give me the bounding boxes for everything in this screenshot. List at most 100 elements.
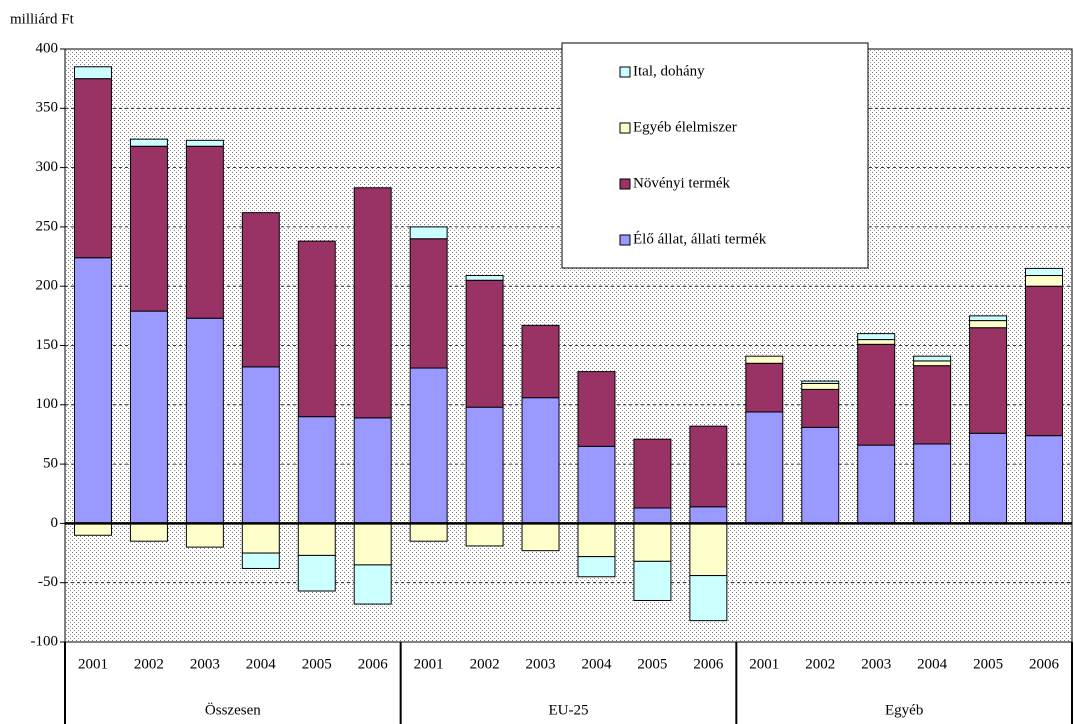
x-tick-label: 2005 [973, 656, 1003, 672]
bar-segment [913, 360, 952, 367]
bar-segment [577, 522, 616, 558]
bar-segment [521, 522, 560, 552]
bar-segment [633, 438, 672, 509]
bar-segment [521, 397, 560, 524]
bar-segment [745, 355, 784, 364]
legend-label: Ital, dohány [633, 63, 705, 79]
y-tick-label: 350 [36, 100, 59, 116]
x-tick-label: 2006 [358, 656, 389, 672]
legend-label: Növényi termék [633, 175, 731, 191]
bar-segment [857, 343, 896, 446]
bar-segment [129, 145, 168, 312]
x-tick-label: 2006 [693, 656, 724, 672]
legend-label: Élő állat, állati termék [633, 230, 767, 247]
bar-segment [185, 139, 224, 147]
bar-segment [969, 315, 1008, 322]
x-tick-label: 2001 [749, 656, 779, 672]
bar-segment [185, 522, 224, 548]
bar-segment [857, 333, 896, 341]
bar-segment [633, 560, 672, 601]
bar-segment [633, 507, 672, 524]
y-tick-label: 150 [36, 337, 59, 353]
x-tick-label: 2004 [917, 656, 948, 672]
x-tick-label: 2002 [805, 656, 835, 672]
bar-segment [353, 522, 392, 566]
bar-segment [73, 66, 112, 80]
bar-segment [465, 406, 504, 524]
x-tick-label: 2003 [190, 656, 220, 672]
bar-segment [913, 443, 952, 524]
group-label: Egyéb [885, 702, 923, 718]
y-tick-label: 0 [51, 515, 59, 531]
bar-segment [409, 367, 448, 524]
bar-segment [465, 522, 504, 547]
bar-segment [689, 575, 728, 622]
y-tick-label: 200 [36, 278, 59, 294]
bar-segment [353, 187, 392, 419]
bar-segment [689, 425, 728, 508]
legend-swatch [619, 178, 631, 190]
bar-segment [409, 238, 448, 369]
bar-segment [745, 362, 784, 413]
x-tick-label: 2001 [414, 656, 444, 672]
legend-swatch [619, 234, 631, 246]
bar-segment [689, 506, 728, 524]
bar-segment [185, 145, 224, 319]
bar-segment [129, 138, 168, 147]
bar-segment [409, 226, 448, 240]
bar-segment [801, 426, 840, 524]
bar-segment [353, 417, 392, 524]
y-tick-label: -50 [38, 574, 58, 590]
bar-segment [73, 257, 112, 524]
bar-segment [1025, 435, 1064, 524]
bar-segment [1025, 275, 1064, 287]
bar-segment [577, 445, 616, 524]
bar-segment [129, 522, 168, 542]
y-tick-label: 300 [36, 159, 59, 175]
bar-segment [297, 554, 336, 592]
x-tick-label: 2006 [1029, 656, 1060, 672]
bar-segment [409, 522, 448, 542]
bar-segment [969, 327, 1008, 434]
bar-segment [185, 317, 224, 524]
bar-segment [857, 444, 896, 524]
bar-segment [297, 416, 336, 524]
bar-segment [913, 355, 952, 362]
x-tick-label: 2003 [526, 656, 556, 672]
group-label: Összesen [205, 701, 261, 718]
y-tick-label: 100 [36, 396, 59, 412]
x-tick-label: 2002 [470, 656, 500, 672]
x-tick-label: 2005 [302, 656, 332, 672]
bar-segment [353, 564, 392, 605]
bar-segment [689, 522, 728, 577]
legend-box [561, 42, 869, 269]
bar-segment [577, 556, 616, 578]
legend-label: Egyéb élelmiszer [633, 119, 737, 135]
bar-segment [913, 365, 952, 445]
group-label: EU-25 [549, 702, 589, 718]
bar-segment [521, 324, 560, 399]
bar-segment [241, 552, 280, 569]
y-tick-label: 250 [36, 218, 59, 234]
bar-segment [241, 212, 280, 368]
bar-segment [801, 382, 840, 390]
bar-segment [577, 371, 616, 447]
y-axis-label: milliárd Ft [10, 11, 75, 27]
x-tick-label: 2002 [134, 656, 164, 672]
legend-swatch [619, 66, 631, 78]
y-tick-label: 50 [43, 456, 58, 472]
bar-segment [297, 522, 336, 556]
bar-segment [857, 339, 896, 345]
bar-segment [297, 240, 336, 418]
bar-segment [1025, 267, 1064, 277]
bar-segment [801, 380, 840, 384]
bar-segment [969, 320, 1008, 329]
bar-segment [129, 310, 168, 524]
bar-segment [241, 522, 280, 554]
bar-segment [633, 522, 672, 562]
bar-segment [465, 279, 504, 408]
bar-segment [73, 522, 112, 536]
legend-swatch [619, 122, 631, 134]
bar-segment [969, 432, 1008, 524]
